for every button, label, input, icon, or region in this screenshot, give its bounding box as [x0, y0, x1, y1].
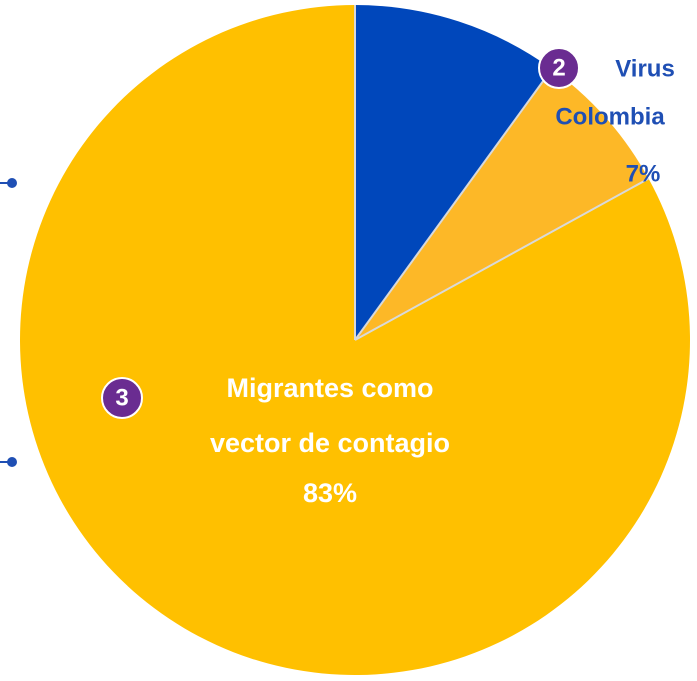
slice-label: vector de contagio	[210, 428, 450, 458]
slice-border	[354, 68, 553, 341]
connector-dot	[7, 178, 17, 188]
value-label: 83%	[303, 478, 357, 508]
slice-border	[354, 177, 650, 341]
slice-label: Migrantes como	[226, 373, 433, 403]
value-label: 7%	[626, 160, 661, 187]
marker-badge	[101, 377, 143, 419]
connector-dot	[7, 457, 17, 467]
connectors	[0, 178, 17, 467]
slice-label: Virus	[615, 55, 675, 82]
marker-number: 3	[115, 384, 128, 411]
slice-label: Colombia	[555, 103, 665, 130]
marker-badge	[538, 47, 580, 89]
pie-slice	[355, 5, 552, 340]
marker-number: 2	[552, 54, 565, 81]
pie-slice	[355, 68, 649, 340]
